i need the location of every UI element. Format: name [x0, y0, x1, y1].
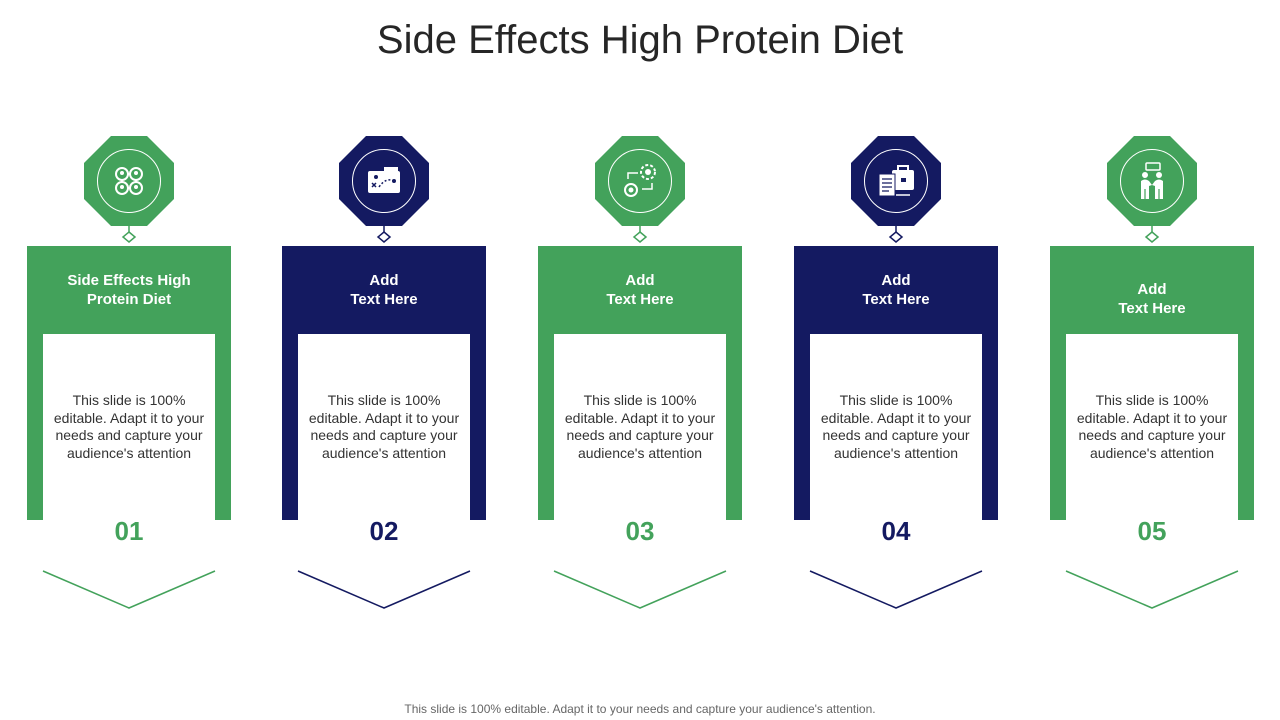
- step-card-3: Add Text Here This slide is 100% editabl…: [538, 136, 742, 616]
- connector-arrow-icon: [888, 224, 904, 243]
- chevron-down-icon: [297, 570, 471, 609]
- chevron-down-icon: [553, 570, 727, 609]
- connector-arrow-icon: [121, 224, 137, 243]
- step-card-1: Side Effects High Protein Diet This slid…: [27, 136, 231, 616]
- step-number: 02: [369, 516, 399, 546]
- step-description: This slide is 100% editable. Adapt it to…: [298, 334, 470, 520]
- step-box: Add Text Here This slide is 100% editabl…: [794, 246, 998, 520]
- connector-arrow-icon: [1144, 224, 1160, 243]
- step-heading: Side Effects High Protein Diet: [67, 272, 191, 308]
- icon-badge: [339, 136, 429, 226]
- step-description: This slide is 100% editable. Adapt it to…: [554, 334, 726, 520]
- chevron-down-icon: [42, 570, 216, 609]
- chevron-down-icon: [809, 570, 983, 609]
- step-number: 05: [1137, 516, 1167, 546]
- step-box: Add Text Here This slide is 100% editabl…: [538, 246, 742, 520]
- step-box: Side Effects High Protein Diet This slid…: [27, 246, 231, 520]
- step-number: 04: [881, 516, 911, 546]
- step-description: This slide is 100% editable. Adapt it to…: [810, 334, 982, 520]
- icon-badge: [595, 136, 685, 226]
- step-box: Add Text Here This slide is 100% editabl…: [282, 246, 486, 520]
- strategy-map-icon: [368, 167, 400, 193]
- step-heading: Add Text Here: [1118, 281, 1186, 317]
- connector-arrow-icon: [632, 224, 648, 243]
- step-heading: Add Text Here: [606, 272, 674, 308]
- step-card-2: Add Text Here This slide is 100% editabl…: [282, 136, 486, 616]
- step-number: 03: [625, 516, 655, 546]
- icon-badge: [1107, 136, 1197, 226]
- network-people-icon: [115, 167, 143, 195]
- connector-arrow-icon: [376, 224, 392, 243]
- step-heading: Add Text Here: [862, 272, 930, 308]
- chevron-down-icon: [1065, 570, 1239, 609]
- footer-note: This slide is 100% editable. Adapt it to…: [404, 702, 876, 716]
- icon-badge: [851, 136, 941, 226]
- people-discussion-icon: [1141, 162, 1163, 199]
- step-number: 01: [114, 516, 144, 546]
- slide-title: Side Effects High Protein Diet: [376, 18, 904, 62]
- icon-badge: [84, 136, 174, 226]
- step-description: This slide is 100% editable. Adapt it to…: [43, 334, 215, 520]
- step-card-5: Add Text Here This slide is 100% editabl…: [1050, 136, 1254, 616]
- step-card-4: Add Text Here This slide is 100% editabl…: [794, 136, 998, 616]
- step-box: Add Text Here This slide is 100% editabl…: [1050, 246, 1254, 520]
- process-gear-icon: [624, 164, 656, 197]
- step-heading: Add Text Here: [350, 272, 418, 308]
- step-description: This slide is 100% editable. Adapt it to…: [1066, 334, 1238, 520]
- briefcase-document-icon: [878, 165, 914, 197]
